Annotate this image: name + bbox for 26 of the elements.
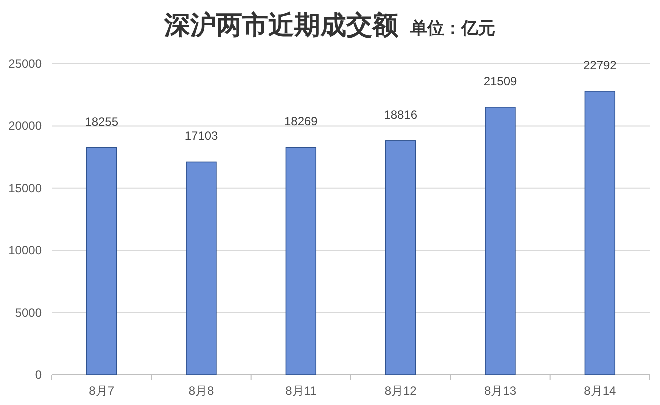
y-tick-label: 25000: [8, 57, 42, 71]
bar: [385, 140, 416, 376]
y-tick-label: 10000: [8, 244, 42, 258]
y-tick-label: 20000: [8, 119, 42, 134]
data-label: 18255: [85, 114, 119, 129]
x-tick-label: 8月13: [484, 384, 517, 398]
x-tick-label: 8月12: [384, 384, 418, 398]
data-label: 21509: [484, 74, 518, 88]
x-tick-label: 8月7: [89, 384, 115, 398]
y-tick-label: 15000: [8, 181, 42, 196]
x-tick-label: 8月8: [188, 384, 214, 398]
chart-title: 深沪两市近期成交额: [164, 10, 400, 40]
y-tick-label: 5000: [15, 306, 42, 320]
data-label: 17103: [184, 129, 219, 144]
bar: [286, 147, 317, 376]
x-tick-label: 8月11: [286, 384, 318, 398]
data-label: 18269: [284, 114, 318, 129]
bar: [485, 107, 516, 376]
y-tick-label: 0: [35, 368, 42, 382]
bar: [86, 148, 118, 376]
chart-subtitle: 单位：亿元: [410, 19, 496, 38]
bar: [584, 91, 616, 376]
data-label: 22792: [583, 58, 618, 72]
data-label: 18816: [384, 108, 418, 122]
bar: [186, 162, 217, 376]
x-tick-label: 8月14: [584, 384, 616, 398]
